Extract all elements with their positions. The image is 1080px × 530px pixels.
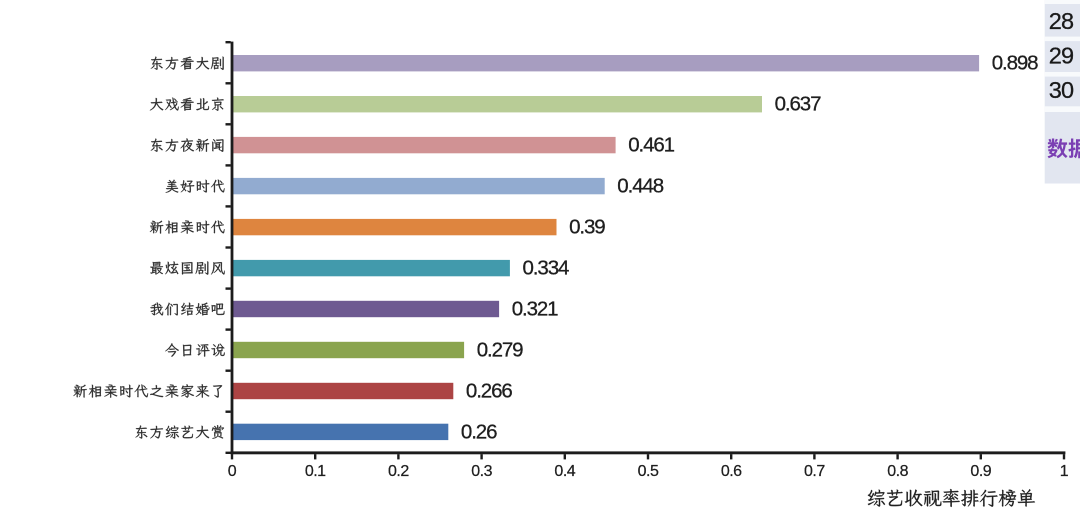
svg-text:0.279: 0.279 bbox=[477, 339, 523, 362]
svg-text:30: 30 bbox=[1049, 77, 1074, 103]
svg-text:0.5: 0.5 bbox=[638, 463, 659, 480]
svg-text:0.321: 0.321 bbox=[512, 298, 558, 321]
svg-text:29: 29 bbox=[1049, 43, 1074, 69]
svg-text:0.1: 0.1 bbox=[305, 463, 326, 480]
svg-text:0.39: 0.39 bbox=[569, 216, 605, 239]
svg-text:0: 0 bbox=[228, 463, 237, 480]
svg-text:0.898: 0.898 bbox=[992, 52, 1038, 75]
svg-text:0.9: 0.9 bbox=[970, 463, 991, 480]
svg-text:0.448: 0.448 bbox=[617, 175, 663, 198]
svg-text:0.7: 0.7 bbox=[804, 463, 825, 480]
svg-text:1: 1 bbox=[1060, 463, 1069, 480]
svg-text:0.6: 0.6 bbox=[721, 463, 742, 480]
svg-text:0.26: 0.26 bbox=[461, 420, 497, 443]
svg-text:0.3: 0.3 bbox=[471, 463, 492, 480]
svg-text:0.637: 0.637 bbox=[775, 93, 821, 116]
svg-text:0.266: 0.266 bbox=[466, 380, 512, 403]
svg-text:28: 28 bbox=[1049, 8, 1074, 34]
svg-text:0.8: 0.8 bbox=[887, 463, 908, 480]
svg-text:0.4: 0.4 bbox=[554, 463, 575, 480]
svg-text:0.461: 0.461 bbox=[628, 134, 674, 157]
svg-text:0.334: 0.334 bbox=[523, 257, 569, 280]
svg-text:0.2: 0.2 bbox=[388, 463, 409, 480]
